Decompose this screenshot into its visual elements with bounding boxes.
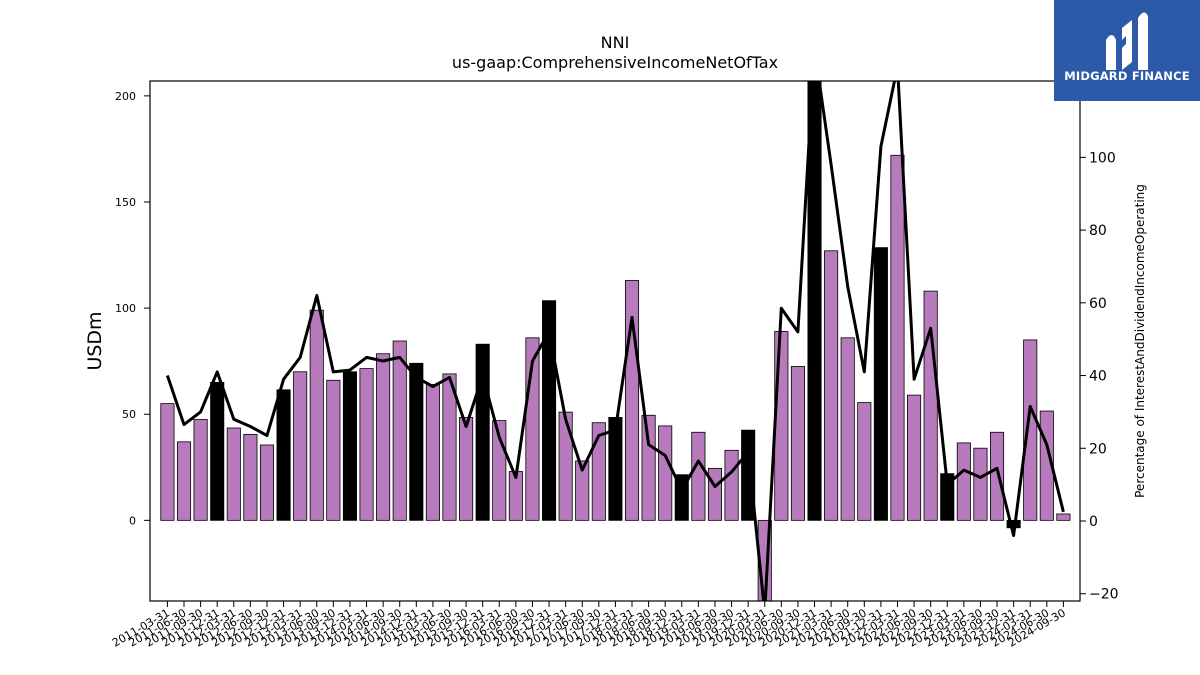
bar xyxy=(409,362,424,521)
logo-mark-icon xyxy=(1106,12,1148,71)
bar xyxy=(309,309,324,521)
y-axis-label: USDm xyxy=(84,311,106,370)
bar xyxy=(442,373,457,521)
bar xyxy=(1023,339,1038,521)
bar xyxy=(857,402,872,521)
bar xyxy=(824,250,839,521)
plot-frame xyxy=(149,80,1081,602)
bar xyxy=(907,394,922,521)
axes-group: 050100150200−200204060801002011-03-31201… xyxy=(110,80,1119,650)
y2-tick-label: 40 xyxy=(1089,369,1107,385)
bar xyxy=(176,441,192,521)
bar xyxy=(276,389,291,521)
bar xyxy=(293,371,308,521)
y2-tick-label: −20 xyxy=(1089,587,1119,603)
midgard-finance-logo: MIDGARD FINANCE xyxy=(1054,0,1200,101)
bar xyxy=(359,368,374,521)
bar xyxy=(160,403,175,521)
y2-tick-label: 80 xyxy=(1089,223,1107,239)
bar xyxy=(243,433,258,521)
bar xyxy=(193,419,208,521)
series-line xyxy=(165,81,1065,601)
bar xyxy=(608,417,623,521)
bar xyxy=(840,337,855,521)
bar xyxy=(392,340,407,521)
bar xyxy=(1056,513,1071,521)
bar xyxy=(591,422,606,521)
bar xyxy=(973,447,988,521)
chart-title: NNI xyxy=(601,33,630,52)
bar xyxy=(807,81,822,521)
bar xyxy=(342,371,357,521)
bar xyxy=(425,384,440,521)
chart-subtitle: us-gaap:ComprehensiveIncomeNetOfTax xyxy=(452,53,778,72)
y2-tick-label: 100 xyxy=(1089,150,1116,166)
bar xyxy=(707,467,723,521)
bars-group xyxy=(160,81,1071,601)
bar xyxy=(558,411,573,521)
bar xyxy=(890,154,905,521)
bar xyxy=(376,353,391,521)
bar xyxy=(990,431,1005,521)
bar xyxy=(210,381,225,521)
bar xyxy=(459,417,474,521)
bar xyxy=(956,442,971,521)
bar xyxy=(226,427,241,521)
bar xyxy=(790,366,805,521)
y-tick-label: 50 xyxy=(122,408,136,421)
y2-axis-label: Percentage of InterestAndDividendIncomeO… xyxy=(1133,184,1147,498)
bar xyxy=(326,379,341,521)
bar xyxy=(774,331,789,521)
y2-tick-label: 0 xyxy=(1089,514,1098,530)
bar xyxy=(923,290,938,521)
y-tick-label: 100 xyxy=(115,302,136,315)
bar xyxy=(691,431,706,521)
bar xyxy=(724,449,739,521)
bar xyxy=(475,343,490,521)
bar xyxy=(658,425,673,521)
bar xyxy=(259,444,275,521)
y-tick-label: 200 xyxy=(115,90,136,103)
bar xyxy=(575,460,590,521)
y2-tick-label: 60 xyxy=(1089,296,1107,312)
line-group xyxy=(165,81,1065,601)
bar xyxy=(873,247,888,521)
y-tick-label: 150 xyxy=(115,196,136,209)
y-tick-label: 0 xyxy=(129,514,136,527)
y2-tick-label: 20 xyxy=(1089,441,1107,457)
logo-text: MIDGARD FINANCE xyxy=(1064,69,1190,83)
bar xyxy=(641,414,656,521)
